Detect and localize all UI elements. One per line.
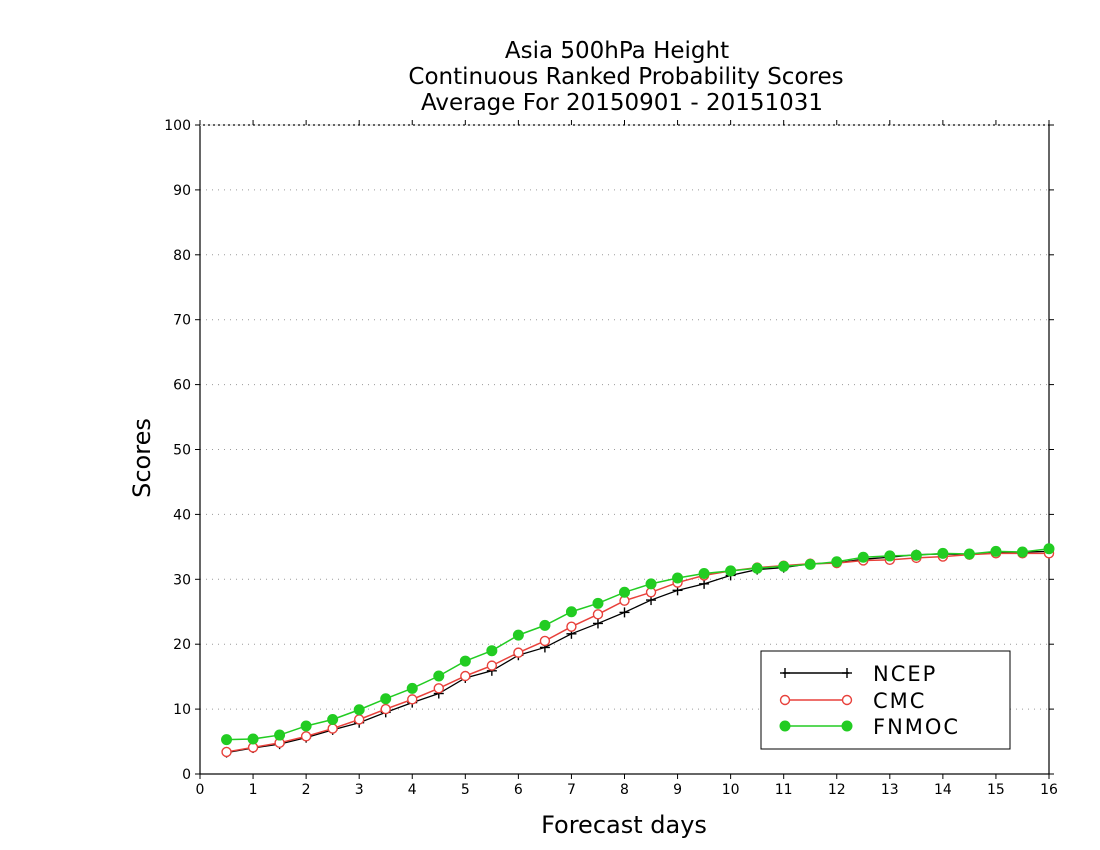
y-tick-label-70: 70 (173, 313, 191, 329)
x-tick-label-11: 11 (775, 782, 793, 798)
series-cmc-point-8 (433, 683, 444, 694)
series-fnmoc-point-14 (592, 597, 604, 609)
series-cmc-point-14 (592, 609, 604, 620)
series-cmc-point-9 (460, 670, 471, 682)
legend-marker-left-cmc (779, 694, 791, 706)
series-fnmoc-point-27 (937, 547, 949, 559)
y-tick-label-100: 100 (164, 118, 191, 134)
series-fnmoc-point-18 (698, 567, 710, 579)
legend-label-cmc: CMC (873, 689, 926, 713)
series-fnmoc-point-24 (857, 551, 869, 563)
series-fnmoc-point-31 (1043, 543, 1055, 555)
series-fnmoc-point-20 (751, 562, 763, 574)
x-axis-title: Forecast days (541, 811, 707, 839)
series-fnmoc-point-0 (221, 734, 233, 746)
x-tick-label-14: 14 (934, 782, 952, 798)
chart-title-line-3: Average For 20150901 - 20151031 (421, 90, 823, 116)
series-fnmoc-point-12 (539, 619, 551, 631)
series-ncep-point-14 (592, 618, 603, 629)
series-cmc-point-7 (407, 694, 418, 705)
y-tick-label-60: 60 (173, 378, 191, 394)
y-axis-ticks: 0 10 20 30 40 50 60 70 80 90 100 (164, 118, 1054, 783)
series-cmc-point-3 (300, 731, 312, 742)
series-cmc-point-0 (221, 746, 232, 758)
data-series (221, 543, 1055, 758)
series-cmc-point-10 (486, 660, 498, 671)
x-tick-label-9: 9 (673, 782, 682, 798)
y-tick-label-20: 20 (173, 637, 191, 653)
series-fnmoc-point-11 (512, 629, 524, 641)
x-tick-label-16: 16 (1040, 782, 1058, 798)
series-fnmoc-point-17 (672, 572, 684, 584)
series-fnmoc-point-26 (910, 549, 922, 561)
series-fnmoc-point-6 (380, 693, 392, 705)
series-fnmoc-point-29 (990, 545, 1002, 557)
x-tick-label-1: 1 (249, 782, 258, 798)
x-tick-label-3: 3 (355, 782, 364, 798)
series-fnmoc-point-25 (884, 550, 896, 562)
series-fnmoc-point-19 (725, 565, 737, 577)
legend-marker-right-fnmoc (841, 720, 853, 732)
series-fnmoc-point-23 (831, 556, 843, 568)
x-tick-label-13: 13 (881, 782, 899, 798)
y-tick-label-0: 0 (182, 767, 191, 783)
x-tick-label-2: 2 (302, 782, 311, 798)
series-fnmoc-point-2 (274, 729, 286, 741)
legend-label-fnmoc: FNMOC (873, 715, 960, 739)
y-tick-label-80: 80 (173, 248, 191, 264)
series-cmc-point-11 (513, 647, 524, 658)
x-tick-label-0: 0 (196, 782, 205, 798)
series-cmc-point-4 (327, 723, 338, 734)
series-fnmoc-point-15 (619, 586, 630, 598)
x-tick-label-6: 6 (514, 782, 523, 798)
x-tick-label-8: 8 (620, 782, 629, 798)
legend-marker-right-cmc (841, 694, 853, 706)
series-fnmoc-point-3 (300, 720, 312, 732)
chart-title-line-1: Asia 500hPa Height (505, 38, 729, 64)
y-tick-label-40: 40 (173, 507, 191, 523)
series-fnmoc-point-28 (963, 548, 975, 560)
series-cmc-point-12 (539, 635, 551, 647)
legend-marker-left-fnmoc (779, 720, 791, 732)
series-fnmoc-point-7 (406, 682, 418, 694)
series-cmc-point-5 (353, 714, 365, 725)
x-tick-label-7: 7 (567, 782, 576, 798)
y-axis-title: Scores (128, 418, 156, 498)
x-axis-ticks: 0 1 2 3 4 5 6 7 8 9 10 11 12 13 14 15 16 (196, 120, 1058, 798)
series-fnmoc (221, 543, 1055, 746)
x-tick-label-5: 5 (461, 782, 470, 798)
x-tick-label-15: 15 (987, 782, 1005, 798)
y-tick-label-10: 10 (173, 702, 191, 718)
legend-label-ncep: NCEP (873, 662, 937, 686)
y-tick-label-30: 30 (173, 572, 191, 588)
series-fnmoc-point-8 (433, 670, 445, 682)
legend-marker-right-ncep (842, 668, 852, 678)
chart-title-line-2: Continuous Ranked Probability Scores (408, 64, 843, 90)
series-fnmoc-point-22 (804, 558, 816, 570)
x-tick-label-4: 4 (408, 782, 417, 798)
series-cmc-point-13 (566, 621, 577, 632)
series-fnmoc-point-5 (353, 704, 365, 716)
y-tick-label-90: 90 (173, 183, 191, 199)
y-tick-label-50: 50 (173, 443, 191, 459)
series-fnmoc-point-16 (645, 578, 657, 590)
series-fnmoc-point-21 (778, 560, 790, 572)
series-ncep-point-15 (619, 607, 630, 618)
series-cmc-point-6 (380, 703, 391, 715)
series-fnmoc-point-1 (247, 733, 259, 745)
series-fnmoc-point-30 (1016, 546, 1028, 558)
series-fnmoc-point-4 (327, 713, 339, 725)
series-fnmoc-point-10 (486, 645, 498, 657)
series-fnmoc-point-13 (565, 606, 577, 618)
x-tick-label-10: 10 (722, 782, 740, 798)
x-tick-label-12: 12 (828, 782, 846, 798)
legend-marker-left-ncep (780, 668, 790, 678)
series-fnmoc-point-9 (459, 655, 471, 667)
grid-lines (200, 189, 1049, 710)
